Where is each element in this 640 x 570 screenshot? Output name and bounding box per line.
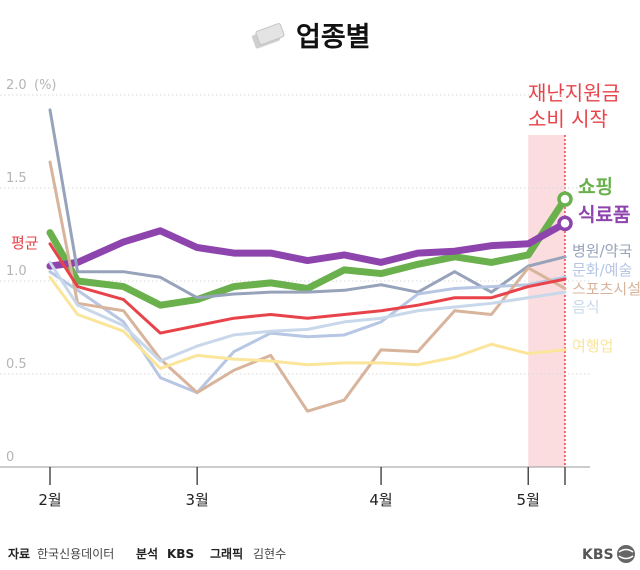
kbs-logo-icon <box>617 545 635 563</box>
money-stack-icon <box>251 23 285 49</box>
series-end-marker-쇼핑 <box>557 191 573 207</box>
highlight-band <box>528 135 565 467</box>
y-tick-label: 0 <box>6 450 14 465</box>
y-tick-label: 1.0 <box>6 264 27 279</box>
series-line-음식 <box>48 260 567 363</box>
series-line-병원/약국 <box>48 108 567 300</box>
series-label-식료품: 식료품 <box>578 204 630 226</box>
footer-analysis-label: 분석 <box>136 547 158 561</box>
series-label-문화/예술: 문화/예술 <box>572 261 632 279</box>
x-tick-label: 5월 <box>517 491 540 509</box>
series-label-여행업: 여행업 <box>572 337 613 355</box>
annotation-line-1: 재난지원금 <box>528 81 620 105</box>
footer-graphic-value: 김현수 <box>253 547 286 561</box>
series-lines <box>46 108 573 413</box>
y-axis: 0 0.5 1.0 1.5 2.0 (%) <box>6 78 57 465</box>
footer: 자료 한국신용데이터 분석 KBS 그래픽 김현수 KBS <box>8 545 635 563</box>
series-line-쇼핑 <box>46 195 569 309</box>
grid <box>0 94 590 468</box>
series-label-스포츠시설: 스포츠시설 <box>572 280 640 298</box>
footer-analysis-value: KBS <box>167 547 194 561</box>
chart-title: 업종별 <box>296 22 371 53</box>
y-tick-label: 1.5 <box>6 171 27 186</box>
series-label-평균: 평균 <box>11 234 39 252</box>
series-line-식료품 <box>46 219 569 270</box>
series-label-음식: 음식 <box>572 298 600 316</box>
y-unit-label: (%) <box>34 78 57 93</box>
series-line-평균 <box>48 242 567 335</box>
x-tick-label: 3월 <box>185 491 208 509</box>
series-end-marker-식료품 <box>557 215 573 232</box>
series-label-쇼핑: 쇼핑 <box>578 176 613 198</box>
x-tick-label: 2월 <box>38 491 61 509</box>
series-label-병원/약국: 병원/약국 <box>572 242 632 260</box>
series-line-스포츠시설 <box>48 160 567 413</box>
y-tick-label: 2.0 <box>6 78 27 93</box>
series-line-여행업 <box>48 275 567 370</box>
footer-source-value: 한국신용데이터 <box>37 547 114 561</box>
kbs-logo-text: KBS <box>582 547 614 563</box>
footer-source-label: 자료 <box>8 546 30 561</box>
y-tick-label: 0.5 <box>6 357 27 372</box>
x-tick-label: 4월 <box>369 491 392 509</box>
series-line-문화/예술 <box>48 270 567 395</box>
footer-graphic-label: 그래픽 <box>210 546 243 561</box>
annotation-line-2: 소비 시작 <box>528 107 608 131</box>
x-axis: 2월 3월 4월 5월 <box>38 467 566 509</box>
